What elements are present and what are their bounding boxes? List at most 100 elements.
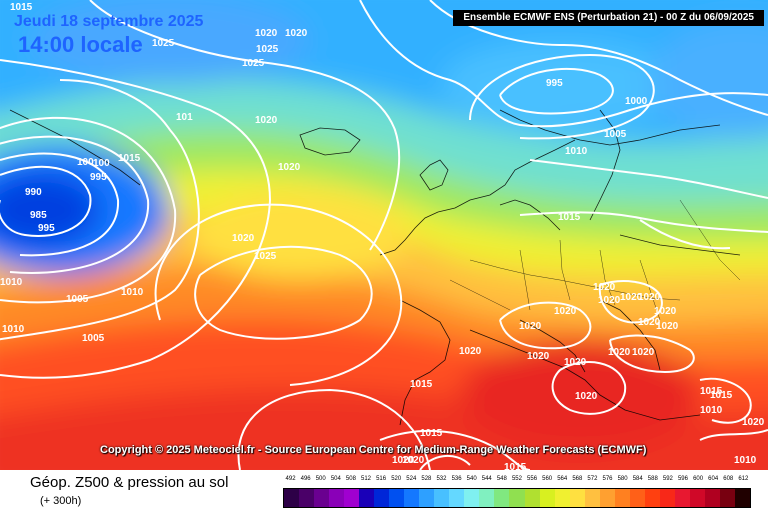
scale-swatch <box>569 489 585 507</box>
scale-swatch <box>554 489 570 507</box>
scale-swatch <box>614 489 630 507</box>
scale-swatch <box>389 489 405 507</box>
scale-tick-label: 508 <box>345 476 356 482</box>
pressure-label: 1015 <box>420 428 443 439</box>
scale-tick-label: 536 <box>451 476 462 482</box>
pressure-label: 100 <box>77 157 94 168</box>
pressure-label: 1015 <box>10 2 33 13</box>
scale-tick-label: 584 <box>632 476 643 482</box>
scale-tick-label: 592 <box>662 476 673 482</box>
scale-swatch <box>464 489 480 507</box>
scale-tick-label: 528 <box>421 476 432 482</box>
scale-tick-label: 516 <box>376 476 387 482</box>
scale-tick-label: 588 <box>647 476 658 482</box>
scale-swatch <box>584 489 600 507</box>
pressure-label: 1025 <box>242 58 265 69</box>
scale-tick-label: 524 <box>406 476 417 482</box>
scale-tick-label: 580 <box>617 476 628 482</box>
scale-swatch <box>359 489 375 507</box>
scale-swatch <box>674 489 690 507</box>
pressure-label: 1010 <box>565 146 588 157</box>
pressure-label: 1020 <box>638 292 661 303</box>
forecast-date: Jeudi 18 septembre 2025 <box>14 13 204 30</box>
pressure-label: 1020 <box>593 282 616 293</box>
color-scale: 492 496 500 504 508 512 516 520 524 528 532 536 540 5… <box>283 476 751 508</box>
scale-tick-label: 612 <box>738 476 749 482</box>
scale-tick-label: 504 <box>330 476 341 482</box>
scale-swatch <box>734 489 750 507</box>
pressure-label: 1020 <box>255 28 278 39</box>
pressure-label: 1020 <box>519 321 542 332</box>
pressure-label: 1020 <box>285 28 308 39</box>
scale-tick-label: 544 <box>481 476 492 482</box>
scale-swatch <box>689 489 705 507</box>
pressure-label: 101 <box>176 112 193 123</box>
pressure-label: 100 <box>93 158 110 169</box>
pressure-label: 1015 <box>410 379 433 390</box>
pressure-label: 995 <box>90 172 107 183</box>
scale-swatch <box>719 489 735 507</box>
pressure-label: 1010 <box>121 287 144 298</box>
pressure-label: 1020 <box>278 162 301 173</box>
scale-tick-label: 532 <box>436 476 447 482</box>
pressure-labels: 1015 1025 1020 1020 1025 1025 995 1000 1… <box>0 2 765 470</box>
pressure-label: 1020 <box>654 306 677 317</box>
scale-tick-label: 568 <box>572 476 583 482</box>
scale-swatch <box>659 489 675 507</box>
pressure-label: 1020 <box>620 292 643 303</box>
pressure-label: 1020 <box>392 455 415 466</box>
forecast-local-time: 14:00 locale <box>18 32 143 57</box>
scale-tick-label: 552 <box>511 476 522 482</box>
pressure-label: 1010 <box>2 324 25 335</box>
pressure-label: 1000 <box>625 96 648 107</box>
pressure-label: 1020 <box>554 306 577 317</box>
geopotential-field <box>0 0 768 470</box>
scale-swatch <box>449 489 465 507</box>
scale-swatch <box>419 489 435 507</box>
pressure-label: 1020 <box>232 233 255 244</box>
pressure-label: 1020 <box>255 115 278 126</box>
map-title: Géop. Z500 & pression au sol <box>30 474 229 491</box>
pressure-label: 1005 <box>66 294 89 305</box>
scale-swatch <box>314 489 330 507</box>
borders <box>449 199 741 321</box>
pressure-label: 1025 <box>256 44 279 55</box>
pressure-label: 1015 <box>710 390 733 401</box>
scale-swatch <box>344 489 360 507</box>
scale-swatch <box>299 489 315 507</box>
pressure-label: 1020 <box>575 391 598 402</box>
pressure-label: 1010 <box>700 405 723 416</box>
pressure-label: 1020 <box>638 317 661 328</box>
scale-swatch <box>599 489 615 507</box>
pressure-label: 1015 <box>558 212 581 223</box>
copyright-notice: Copyright © 2025 Meteociel.fr - Source E… <box>100 444 647 456</box>
scale-tick-label: 564 <box>557 476 568 482</box>
scale-swatch <box>539 489 555 507</box>
scale-tick-label: 520 <box>391 476 402 482</box>
scale-swatch <box>524 489 540 507</box>
forecast-range: (+ 300h) <box>40 495 82 507</box>
pressure-label: 1015 <box>118 153 141 164</box>
pressure-label: 995 <box>38 223 55 234</box>
pressure-label: 1020 <box>402 455 425 466</box>
scale-swatch <box>494 489 510 507</box>
isobars <box>0 0 768 470</box>
scale-swatch <box>434 489 450 507</box>
scale-tick-label: 512 <box>361 476 372 482</box>
scale-swatch <box>479 489 495 507</box>
pressure-label: 1020 <box>608 347 631 358</box>
color-scale-labels: 492 496 500 504 508 512 516 520 524 528 532 536 540 5… <box>283 476 751 488</box>
pressure-label: 1020 <box>656 321 679 332</box>
pressure-label: 1025 <box>254 251 277 262</box>
scale-tick-label: 496 <box>300 476 311 482</box>
scale-swatch <box>284 489 300 507</box>
scale-tick-label: 540 <box>466 476 477 482</box>
pressure-label: 990 <box>25 187 42 198</box>
scale-swatch <box>329 489 345 507</box>
pressure-label: 1010 <box>0 277 23 288</box>
scale-swatch <box>404 489 420 507</box>
pressure-label: 1020 <box>564 357 587 368</box>
pressure-label: 1020 <box>598 295 621 306</box>
color-scale-bar <box>283 488 751 508</box>
scale-tick-label: 500 <box>315 476 326 482</box>
